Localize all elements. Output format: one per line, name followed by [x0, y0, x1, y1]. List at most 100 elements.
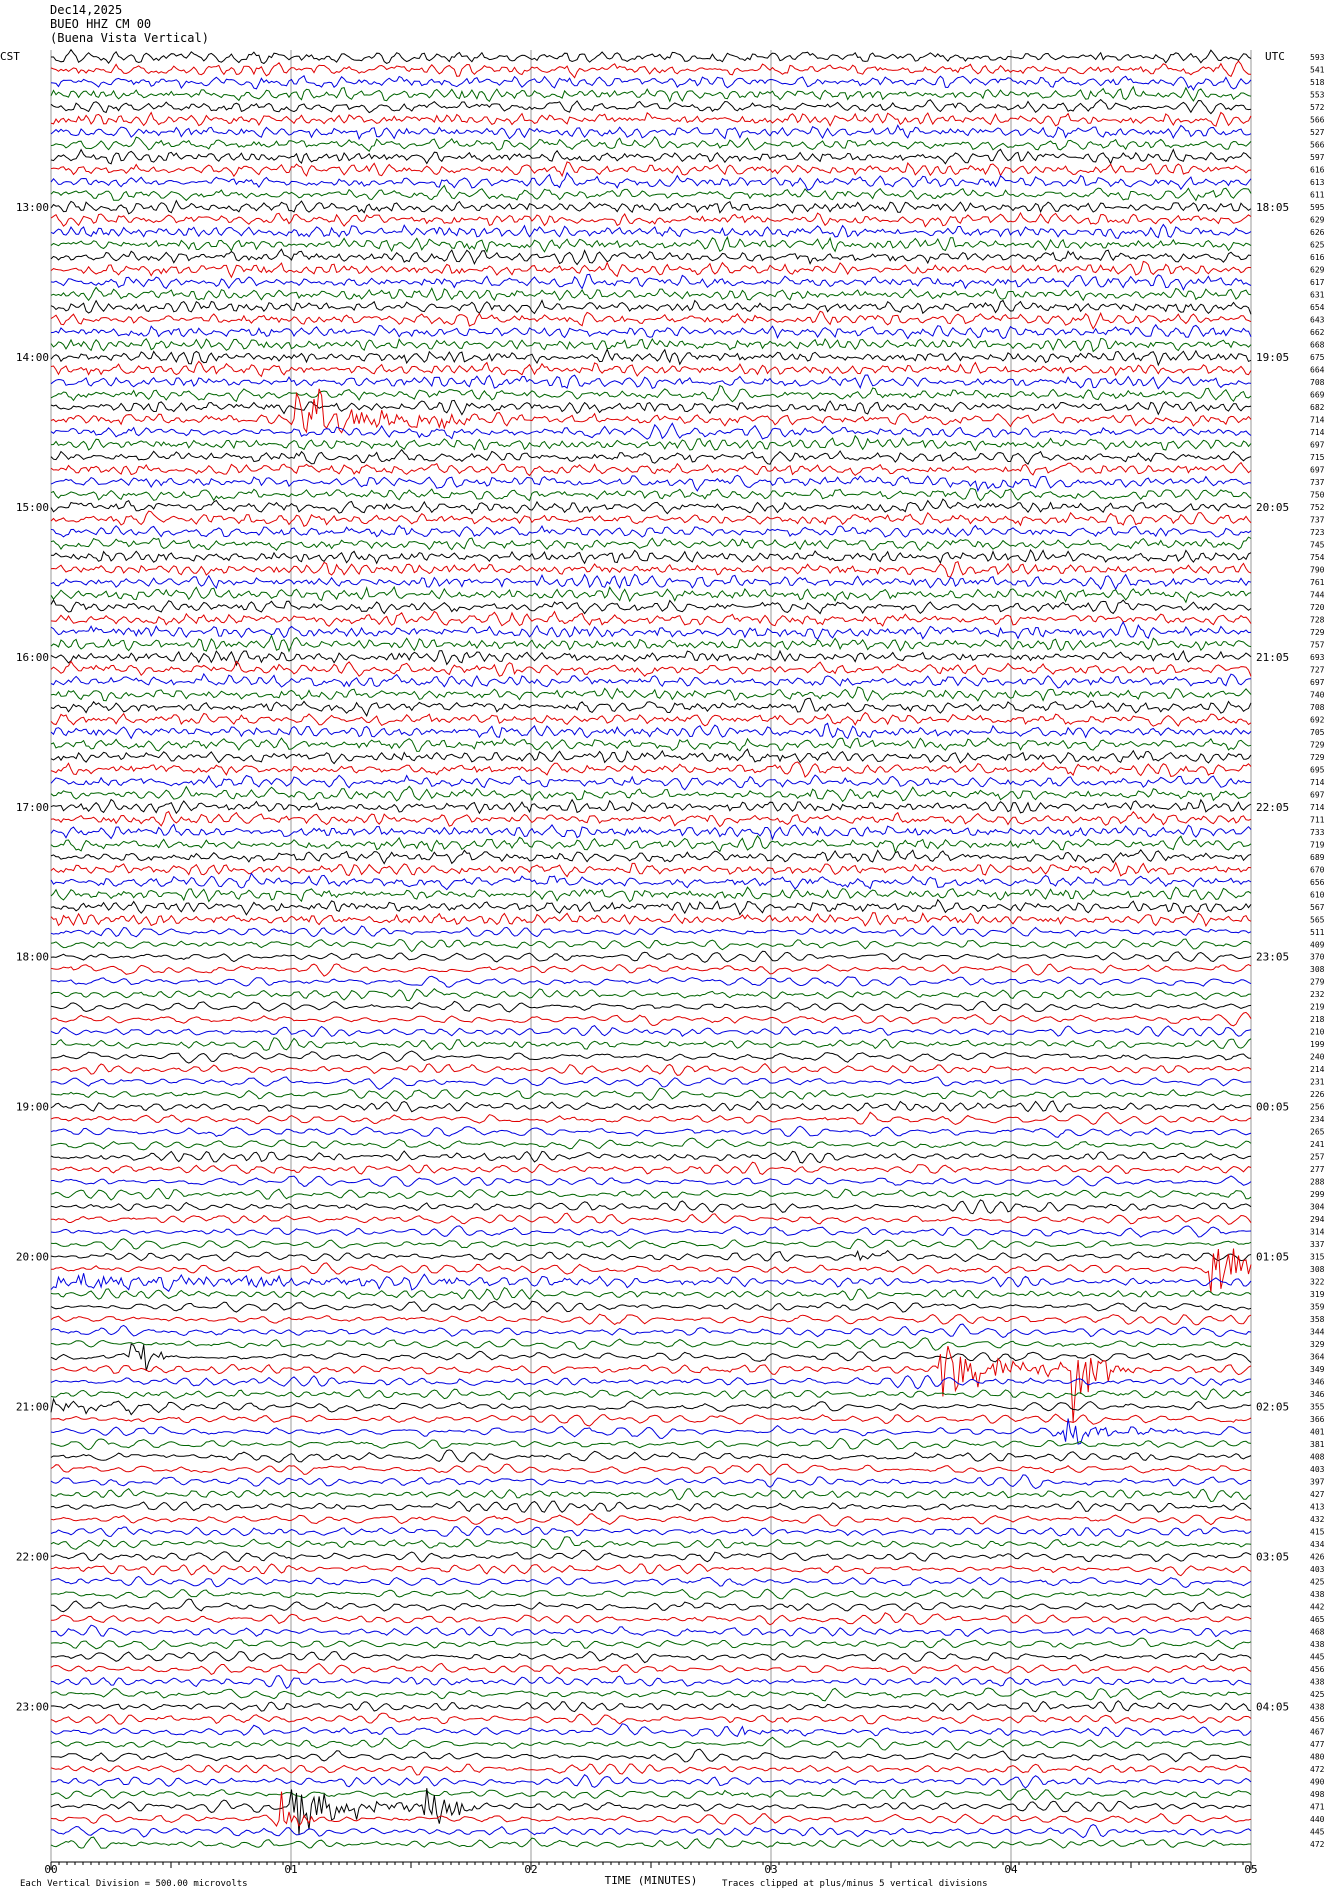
- trace: [50, 1700, 1252, 1713]
- row-value: 720: [1310, 603, 1325, 612]
- cst-hour-label: 23:00: [16, 1701, 49, 1714]
- trace: [50, 1791, 1252, 1828]
- row-value: 355: [1310, 1403, 1325, 1412]
- utc-hour-label: 00:05: [1256, 1101, 1289, 1114]
- row-value: 715: [1310, 453, 1325, 462]
- trace: [50, 785, 1252, 803]
- trace: [50, 963, 1252, 977]
- row-value: 719: [1310, 840, 1325, 849]
- row-value: 366: [1310, 1415, 1325, 1424]
- row-value: 413: [1310, 1503, 1325, 1512]
- row-value: 693: [1310, 653, 1325, 662]
- row-value: 708: [1310, 703, 1325, 712]
- row-value: 689: [1310, 853, 1325, 862]
- row-value: 214: [1310, 1065, 1325, 1074]
- trace: [50, 621, 1252, 641]
- trace: [50, 510, 1252, 527]
- trace: [50, 561, 1252, 578]
- trace: [50, 1388, 1252, 1401]
- trace: [50, 1313, 1252, 1326]
- row-value: 314: [1310, 1228, 1325, 1237]
- row-value: 397: [1310, 1478, 1325, 1487]
- trace: [50, 60, 1252, 79]
- row-value: 697: [1310, 440, 1325, 449]
- row-value: 257: [1310, 1153, 1325, 1162]
- trace: [50, 1323, 1252, 1338]
- trace: [50, 1199, 1252, 1215]
- trace: [50, 823, 1252, 841]
- trace: [50, 1650, 1252, 1664]
- trace: [50, 1488, 1252, 1503]
- row-value: 432: [1310, 1515, 1325, 1524]
- utc-hour-label: 21:05: [1256, 651, 1289, 664]
- trace: [50, 536, 1252, 552]
- trace: [50, 886, 1252, 903]
- row-value: 790: [1310, 565, 1325, 574]
- row-value: 714: [1310, 778, 1325, 787]
- left-axis-label: CST: [0, 50, 20, 63]
- utc-hour-label: 18:05: [1256, 201, 1289, 214]
- trace: [50, 360, 1252, 378]
- trace: [50, 1687, 1252, 1702]
- row-value: 337: [1310, 1240, 1325, 1249]
- row-value: 631: [1310, 290, 1325, 299]
- row-value: 279: [1310, 978, 1325, 987]
- row-value: 381: [1310, 1440, 1325, 1449]
- row-value: 288: [1310, 1178, 1325, 1187]
- trace: [50, 235, 1252, 254]
- row-value: 616: [1310, 253, 1325, 262]
- trace: [50, 161, 1252, 178]
- right-axis-label: UTC: [1265, 50, 1285, 63]
- trace: [50, 761, 1252, 778]
- trace: [50, 448, 1252, 465]
- trace: [51, 1212, 1252, 1225]
- row-value: 445: [1310, 1653, 1325, 1662]
- row-value: 498: [1310, 1790, 1325, 1799]
- x-axis-title: TIME (MINUTES): [605, 1874, 698, 1887]
- row-value: 616: [1310, 165, 1325, 174]
- row-value: 415: [1310, 1528, 1325, 1537]
- cst-hour-label: 19:00: [16, 1101, 49, 1114]
- x-tick-label: 03: [764, 1863, 777, 1876]
- trace: [50, 938, 1252, 953]
- row-value: 304: [1310, 1203, 1325, 1212]
- trace: [50, 1025, 1252, 1037]
- trace: [50, 461, 1252, 477]
- trace: [50, 273, 1252, 291]
- utc-hour-label: 22:05: [1256, 801, 1289, 814]
- trace: [50, 737, 1252, 752]
- trace: [50, 384, 1252, 403]
- trace: [50, 634, 1252, 653]
- row-value: 737: [1310, 515, 1325, 524]
- row-value: 240: [1310, 1053, 1325, 1062]
- trace: [50, 1161, 1252, 1175]
- trace: [50, 686, 1252, 702]
- trace: [50, 1248, 1252, 1293]
- row-value: 695: [1310, 765, 1325, 774]
- trace: [50, 1150, 1252, 1164]
- row-value: 346: [1310, 1378, 1325, 1387]
- trace: [50, 1712, 1252, 1726]
- trace: [51, 1774, 1252, 1789]
- trace: [50, 1413, 1252, 1427]
- cst-hour-label: 21:00: [16, 1401, 49, 1414]
- row-value: 714: [1310, 803, 1325, 812]
- row-value: 471: [1310, 1803, 1325, 1812]
- row-value: 438: [1310, 1640, 1325, 1649]
- trace: [50, 124, 1252, 141]
- trace: [50, 810, 1252, 828]
- trace: [50, 1300, 1252, 1313]
- trace: [50, 722, 1252, 740]
- row-value: 226: [1310, 1090, 1325, 1099]
- row-value: 359: [1310, 1303, 1325, 1312]
- utc-hour-label: 04:05: [1256, 1701, 1289, 1714]
- trace: [50, 975, 1252, 988]
- row-value: 344: [1310, 1328, 1325, 1337]
- trace: [50, 950, 1252, 963]
- row-value: 697: [1310, 465, 1325, 474]
- trace: [50, 798, 1252, 815]
- x-tick-label: 00: [44, 1863, 57, 1876]
- trace: [50, 711, 1252, 727]
- row-value: 346: [1310, 1390, 1325, 1399]
